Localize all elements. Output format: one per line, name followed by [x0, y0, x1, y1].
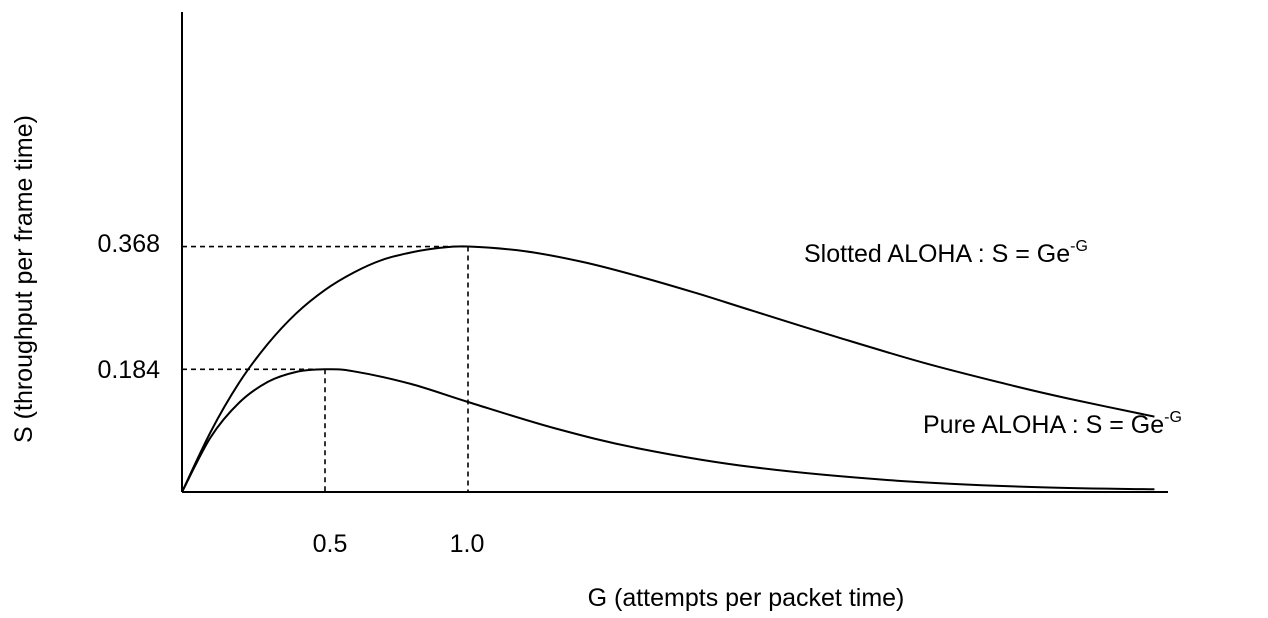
legend-slotted-aloha-text: Slotted ALOHA : S = Ge	[804, 240, 1070, 268]
legend-pure-aloha-text: Pure ALOHA : S = Ge	[923, 411, 1164, 439]
peak-guides	[182, 245, 469, 492]
y-tick-label-0184: 0.184	[97, 356, 160, 384]
legend-pure-aloha: Pure ALOHA : S = Ge-G	[923, 409, 1182, 439]
pure-aloha-curve	[181, 368, 1155, 493]
legend-slotted-aloha-exponent: -G	[1070, 238, 1088, 255]
legend-pure-aloha-exponent: -G	[1164, 409, 1182, 426]
legend-slotted-aloha: Slotted ALOHA : S = Ge-G	[804, 238, 1088, 268]
x-axis-label: G (attempts per packet time)	[588, 584, 905, 612]
y-tick-label-0368: 0.368	[97, 230, 160, 258]
x-tick-label-05: 0.5	[313, 530, 348, 558]
slotted-aloha-curve	[181, 245, 1155, 493]
x-tick-label-10: 1.0	[450, 530, 485, 558]
series-curves	[181, 245, 1155, 493]
y-axis-label: S (throughput per frame time)	[10, 115, 38, 443]
